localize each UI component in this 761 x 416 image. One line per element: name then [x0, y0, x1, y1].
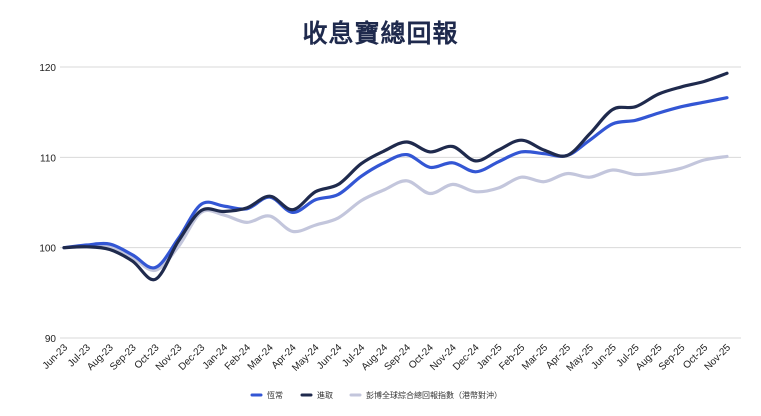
x-tick-label: Jun-24: [315, 342, 345, 372]
legend-label: 進取: [317, 391, 333, 400]
y-axis-ticks: 90 100 110 120: [39, 63, 56, 345]
x-tick-label: Dec-23: [177, 342, 208, 373]
x-tick-label: Dec-24: [451, 342, 482, 373]
x-tick-label: Sep-25: [657, 342, 688, 373]
grid-layer: [60, 66, 741, 339]
x-tick-label: Nov-25: [703, 342, 734, 373]
y-tick-label: 120: [39, 63, 56, 74]
y-tick-label: 110: [40, 153, 56, 164]
x-tick-label: Mar-24: [246, 342, 276, 372]
chart-title: 收息寶總回報: [302, 19, 459, 48]
legend: 恆常 進取 彭博全球綜合總回報指數（港幣對沖）: [250, 390, 502, 400]
x-axis-ticks: Jun-23Jul-23Aug-23Sep-23Oct-23Nov-23Dec-…: [41, 342, 734, 374]
x-tick-label: Jun-25: [589, 342, 619, 372]
series-layer: [62, 71, 729, 282]
legend-label: 彭博全球綜合總回報指數（港幣對沖）: [366, 390, 502, 400]
series-line-1: [62, 71, 729, 282]
legend-label: 恆常: [267, 390, 283, 400]
x-tick-label: Sep-24: [382, 342, 413, 373]
y-tick-label: 90: [45, 334, 57, 345]
x-tick-label: Jun-23: [41, 342, 71, 372]
series-line-2: [62, 154, 729, 273]
x-tick-label: Sep-23: [108, 342, 139, 373]
y-tick-label: 100: [39, 244, 56, 255]
x-tick-label: Mar-25: [520, 342, 550, 372]
